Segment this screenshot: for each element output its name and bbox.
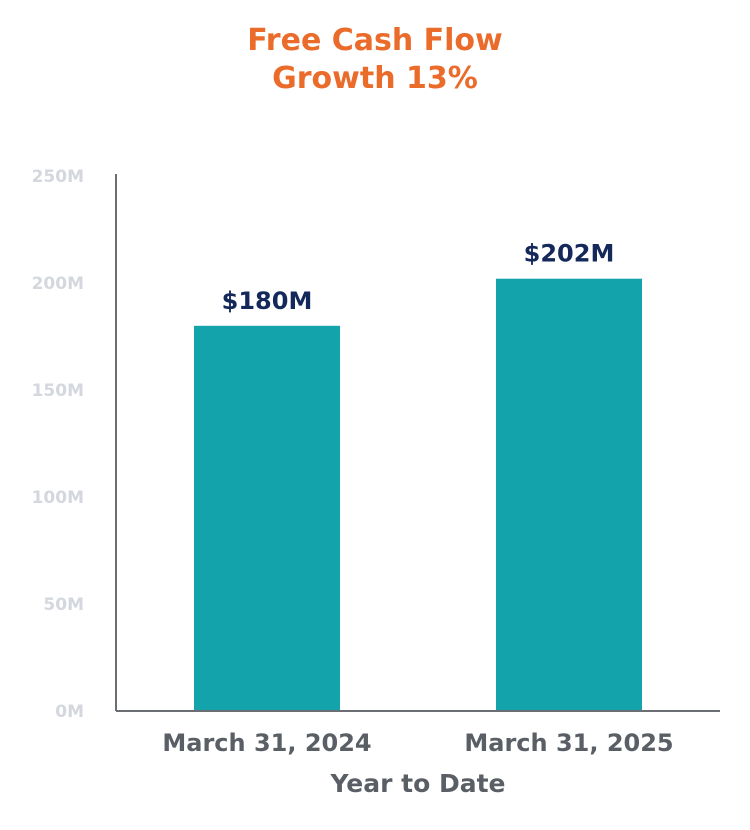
y-tick-label: 0M: [55, 702, 84, 722]
bar-value-label: $180M: [222, 287, 313, 315]
y-tick-label: 250M: [32, 167, 84, 187]
chart-title: Free Cash Flow: [247, 23, 503, 58]
y-tick-label: 100M: [32, 488, 84, 508]
bar: [194, 325, 340, 711]
y-tick-label: 200M: [32, 274, 84, 294]
bar-value-label: $202M: [524, 240, 615, 268]
bar: [496, 278, 642, 711]
bars-group: [194, 278, 642, 711]
data-labels-group: $180M $202M: [222, 240, 615, 315]
y-tick-label: 50M: [43, 595, 84, 615]
x-axis-categories: March 31, 2024 March 31, 2025: [162, 729, 673, 757]
x-category-label: March 31, 2025: [464, 729, 673, 757]
x-axis-title: Year to Date: [329, 769, 505, 798]
x-category-label: March 31, 2024: [162, 729, 371, 757]
chart-subtitle: Growth 13%: [272, 61, 478, 96]
y-tick-label: 150M: [32, 381, 84, 401]
y-axis-ticks: 0M 50M 100M 150M 200M 250M: [32, 167, 84, 722]
